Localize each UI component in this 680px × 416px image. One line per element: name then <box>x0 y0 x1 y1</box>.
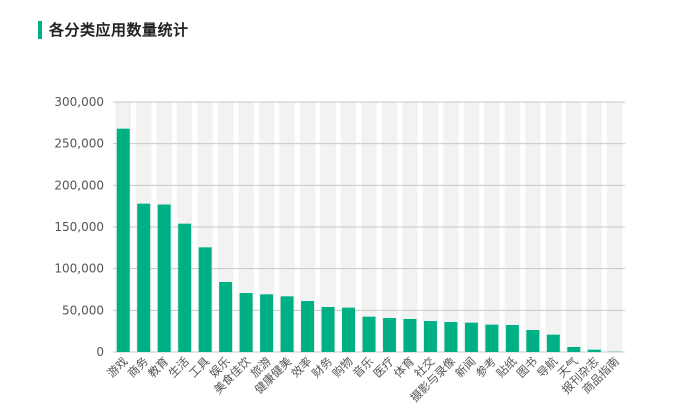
bar-美食佳饮 <box>239 293 253 352</box>
bar-健康健美 <box>280 296 294 352</box>
bar-新闻 <box>464 322 478 352</box>
y-tick-label: 150,000 <box>54 220 104 234</box>
x-tick-label: 教育 <box>145 354 171 380</box>
bar-图书 <box>526 330 540 352</box>
chart-title: 各分类应用数量统计 <box>49 21 189 39</box>
bar-生活 <box>178 223 192 352</box>
x-tick-label: 参考 <box>473 354 499 380</box>
bar-社交 <box>423 321 437 352</box>
bar-娱乐 <box>219 282 233 352</box>
bar-商务 <box>137 203 151 352</box>
bar-效率 <box>301 301 315 352</box>
bar-报刊杂志 <box>587 349 601 352</box>
y-tick-label: 300,000 <box>54 95 104 109</box>
bar-体育 <box>403 319 417 352</box>
bar-财务 <box>321 307 335 352</box>
y-tick-label: 250,000 <box>54 137 104 151</box>
x-tick-label: 生活 <box>166 354 192 380</box>
y-tick-label: 50,000 <box>62 303 104 317</box>
bar-购物 <box>342 307 356 352</box>
bar-天气 <box>567 347 581 352</box>
x-tick-label: 购物 <box>329 354 355 380</box>
bar-参考 <box>485 324 499 352</box>
title-accent-bar <box>38 20 42 39</box>
y-tick-label: 0 <box>96 345 104 359</box>
x-tick-label: 体育 <box>391 354 417 380</box>
chart-header: 各分类应用数量统计 <box>38 20 189 39</box>
bar-游戏 <box>116 128 130 352</box>
x-tick-label: 图书 <box>514 354 540 380</box>
bar-教育 <box>157 204 171 352</box>
bar-贴纸 <box>505 325 519 352</box>
bar-旅游 <box>260 294 274 352</box>
x-tick-label: 医疗 <box>370 354 396 380</box>
bar-导航 <box>546 334 560 352</box>
y-tick-label: 200,000 <box>54 178 104 192</box>
bar-音乐 <box>362 316 376 352</box>
bar-摄影与录像 <box>444 322 458 352</box>
y-tick-label: 100,000 <box>54 262 104 276</box>
bar-医疗 <box>382 318 396 352</box>
x-tick-label: 新闻 <box>452 354 478 380</box>
bar-工具 <box>198 247 212 352</box>
x-tick-label: 效率 <box>289 354 315 380</box>
